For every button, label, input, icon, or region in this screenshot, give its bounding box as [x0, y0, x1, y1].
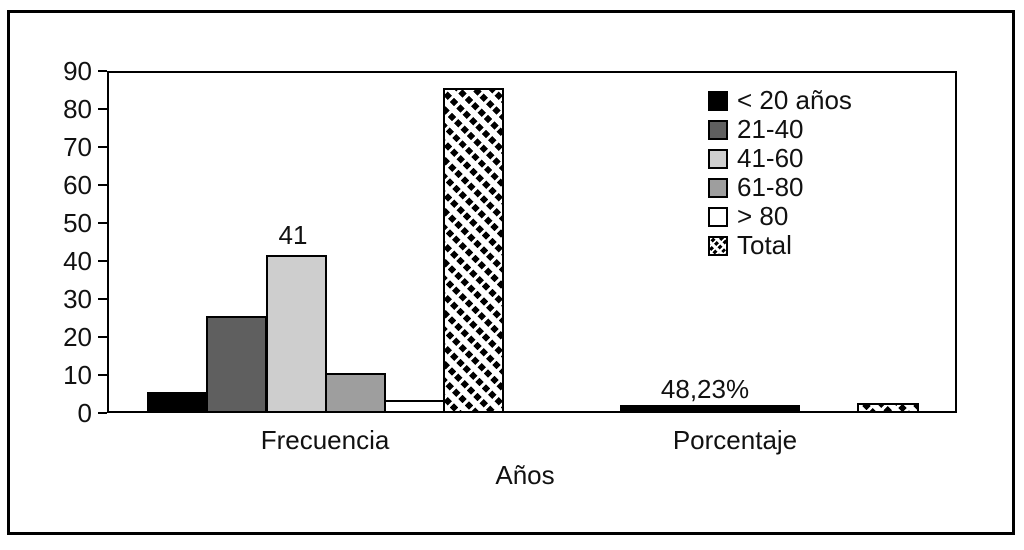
legend-swatch-icon: [708, 119, 728, 140]
bar-porcentaje-1: [679, 405, 740, 411]
x-category-porcentaje: Porcentaje: [672, 425, 798, 455]
legend-label: > 80: [737, 201, 789, 231]
legend-swatch-icon: [708, 148, 728, 169]
legend-swatch-icon: [708, 235, 728, 256]
chart-frame: 41 48,23% < 20 años 21-40 41-60 61-80 > 80 To…: [7, 10, 1015, 535]
bar-frecuencia-2: [266, 255, 327, 411]
y-tick-mark: [98, 374, 107, 376]
legend-item-5: Total: [708, 231, 852, 260]
bar-frecuencia-5: [443, 88, 504, 411]
y-tick-label-30: 30: [63, 284, 92, 314]
plot-area: 41 48,23% < 20 años 21-40 41-60 61-80 > 80 To…: [107, 71, 957, 413]
y-tick-label-0: 0: [77, 398, 92, 428]
y-tick-mark: [98, 70, 107, 72]
y-tick-mark: [98, 336, 107, 338]
legend-label: 41-60: [737, 143, 804, 173]
y-tick-mark: [98, 298, 107, 300]
bar-frecuencia-1: [206, 316, 267, 411]
y-tick-label-10: 10: [63, 360, 92, 390]
legend-label: Total: [737, 230, 792, 260]
bar-value-label-percentage: 48,23%: [660, 374, 750, 404]
y-tick-mark: [98, 412, 107, 414]
legend-swatch-icon: [708, 177, 728, 198]
bar-frecuencia-3: [325, 373, 386, 411]
y-tick-label-90: 90: [63, 56, 92, 86]
y-tick-mark: [98, 260, 107, 262]
legend-label: 21-40: [737, 114, 804, 144]
x-axis-title: Años: [495, 460, 555, 490]
y-tick-mark: [98, 184, 107, 186]
bar-frecuencia-0: [147, 392, 208, 411]
legend-swatch-icon: [708, 90, 728, 111]
y-tick-mark: [98, 146, 107, 148]
legend-swatch-icon: [708, 206, 728, 227]
y-tick-label-40: 40: [63, 246, 92, 276]
legend-item-3: 61-80: [708, 173, 852, 202]
y-tick-mark: [98, 108, 107, 110]
x-category-frecuencia: Frecuencia: [260, 425, 390, 455]
y-tick-label-80: 80: [63, 94, 92, 124]
legend: < 20 años 21-40 41-60 61-80 > 80 Total: [708, 86, 852, 260]
legend-item-1: 21-40: [708, 115, 852, 144]
y-tick-label-60: 60: [63, 170, 92, 200]
bar-value-label-41: 41: [278, 220, 308, 250]
y-tick-mark: [98, 222, 107, 224]
legend-label: 61-80: [737, 172, 804, 202]
legend-item-0: < 20 años: [708, 86, 852, 115]
y-tick-label-70: 70: [63, 132, 92, 162]
bar-frecuencia-4: [384, 400, 445, 411]
legend-item-4: > 80: [708, 202, 852, 231]
y-tick-label-20: 20: [63, 322, 92, 352]
bar-porcentaje-0: [620, 405, 681, 411]
bar-porcentaje-2: [739, 405, 800, 411]
bar-porcentaje-total: [857, 403, 919, 411]
legend-label: < 20 años: [737, 85, 852, 115]
y-tick-label-50: 50: [63, 208, 92, 238]
legend-item-2: 41-60: [708, 144, 852, 173]
